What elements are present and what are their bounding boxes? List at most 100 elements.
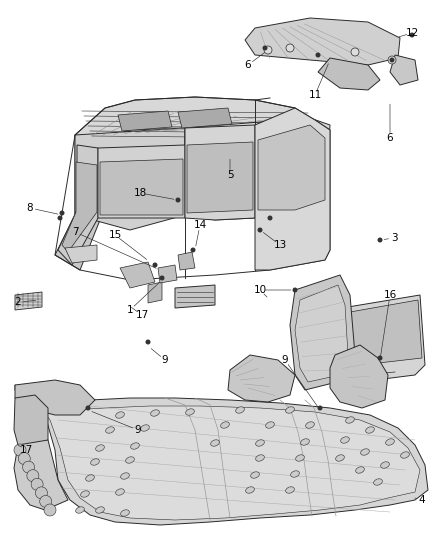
Polygon shape [62, 162, 97, 252]
Text: 10: 10 [254, 285, 267, 295]
Polygon shape [185, 118, 330, 220]
Ellipse shape [346, 417, 354, 423]
Circle shape [159, 276, 165, 280]
Circle shape [40, 496, 52, 507]
Polygon shape [100, 159, 183, 215]
Polygon shape [35, 400, 420, 520]
Polygon shape [295, 285, 348, 382]
Circle shape [315, 52, 321, 58]
Circle shape [44, 504, 56, 516]
Ellipse shape [300, 439, 309, 445]
Polygon shape [290, 275, 355, 390]
Polygon shape [15, 385, 428, 525]
Text: 2: 2 [15, 297, 21, 307]
Polygon shape [65, 245, 97, 263]
Ellipse shape [95, 445, 104, 451]
Ellipse shape [76, 507, 85, 513]
Text: 8: 8 [27, 203, 33, 213]
Circle shape [410, 33, 414, 37]
Text: 17: 17 [19, 445, 32, 455]
Polygon shape [158, 265, 177, 283]
Ellipse shape [356, 467, 364, 473]
Ellipse shape [341, 437, 350, 443]
Polygon shape [185, 125, 255, 220]
Circle shape [152, 262, 158, 268]
Polygon shape [330, 345, 388, 408]
Circle shape [262, 45, 268, 51]
Circle shape [27, 470, 39, 482]
Polygon shape [318, 58, 380, 90]
Circle shape [268, 215, 272, 221]
Polygon shape [187, 142, 253, 213]
Ellipse shape [186, 409, 194, 415]
Text: 12: 12 [406, 28, 419, 38]
Text: 15: 15 [108, 230, 122, 240]
Ellipse shape [266, 422, 274, 428]
Ellipse shape [306, 422, 314, 428]
Ellipse shape [116, 489, 124, 495]
Circle shape [378, 356, 382, 360]
Circle shape [318, 406, 322, 410]
Polygon shape [55, 135, 100, 270]
Circle shape [18, 453, 30, 465]
Polygon shape [333, 300, 422, 368]
Circle shape [389, 58, 395, 62]
Circle shape [145, 340, 151, 344]
Polygon shape [75, 128, 185, 230]
Polygon shape [148, 282, 162, 303]
Circle shape [85, 406, 91, 410]
Ellipse shape [336, 455, 344, 461]
Ellipse shape [95, 507, 104, 513]
Text: 18: 18 [134, 188, 147, 198]
Polygon shape [14, 440, 68, 510]
Circle shape [31, 478, 43, 490]
Polygon shape [58, 145, 98, 265]
Ellipse shape [374, 479, 382, 485]
Circle shape [35, 487, 47, 499]
Ellipse shape [246, 487, 254, 493]
Circle shape [264, 46, 272, 54]
Text: 6: 6 [387, 133, 393, 143]
Circle shape [23, 461, 35, 473]
Ellipse shape [120, 473, 129, 479]
Circle shape [176, 198, 180, 203]
Text: 9: 9 [282, 355, 288, 365]
Text: 1: 1 [127, 305, 133, 315]
Ellipse shape [86, 475, 94, 481]
Polygon shape [75, 97, 310, 140]
Polygon shape [245, 18, 400, 65]
Circle shape [14, 444, 26, 456]
Polygon shape [390, 55, 418, 85]
Ellipse shape [366, 427, 374, 433]
Polygon shape [258, 125, 325, 210]
Text: 3: 3 [391, 233, 397, 243]
Ellipse shape [286, 407, 294, 413]
Ellipse shape [151, 410, 159, 416]
Text: 17: 17 [135, 310, 148, 320]
Ellipse shape [81, 491, 89, 497]
Polygon shape [98, 145, 185, 218]
Polygon shape [178, 252, 195, 270]
Ellipse shape [256, 440, 265, 446]
Ellipse shape [131, 443, 139, 449]
Ellipse shape [106, 427, 114, 433]
Ellipse shape [385, 439, 394, 445]
Ellipse shape [251, 472, 259, 478]
Polygon shape [118, 111, 172, 131]
Ellipse shape [291, 471, 299, 477]
Circle shape [60, 211, 64, 215]
Text: 6: 6 [245, 60, 251, 70]
Ellipse shape [141, 425, 149, 431]
Ellipse shape [211, 440, 219, 446]
Polygon shape [15, 380, 95, 415]
Ellipse shape [126, 457, 134, 463]
Ellipse shape [236, 407, 244, 413]
Polygon shape [175, 285, 215, 308]
Circle shape [191, 247, 195, 253]
Ellipse shape [296, 455, 304, 461]
Text: 11: 11 [308, 90, 321, 100]
Ellipse shape [116, 412, 124, 418]
Text: 9: 9 [162, 355, 168, 365]
Circle shape [351, 48, 359, 56]
Ellipse shape [91, 459, 99, 465]
